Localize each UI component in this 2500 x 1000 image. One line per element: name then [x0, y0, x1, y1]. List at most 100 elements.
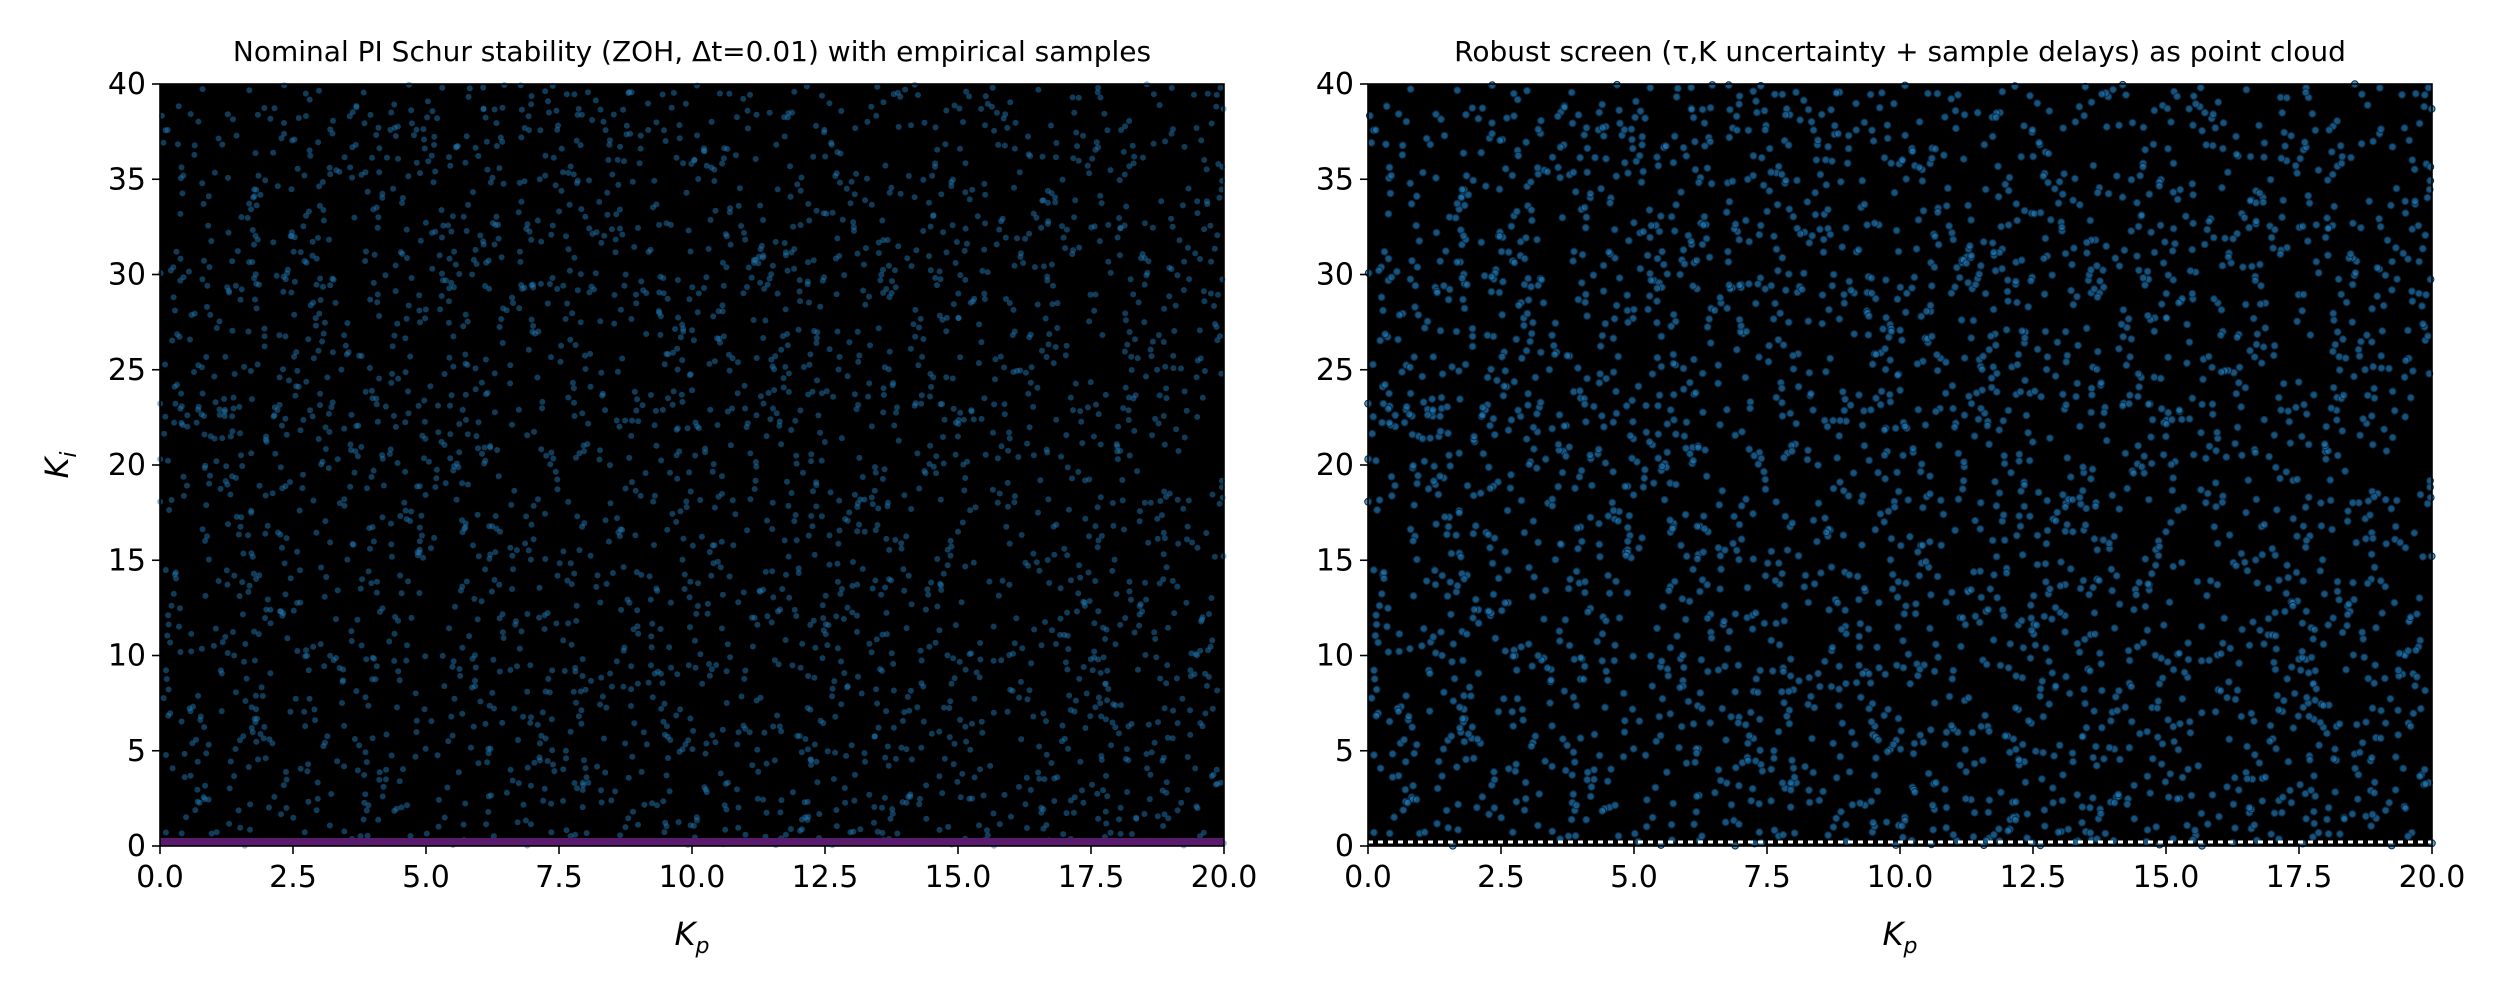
- data-point: [1213, 766, 1220, 773]
- data-point: [1842, 224, 1850, 232]
- data-point: [1553, 112, 1562, 121]
- data-point: [1731, 687, 1740, 696]
- data-point: [717, 770, 724, 777]
- data-point: [1548, 722, 1556, 730]
- data-point: [1188, 650, 1195, 657]
- data-point: [958, 599, 965, 606]
- data-point: [2350, 372, 2358, 381]
- data-point: [1157, 498, 1164, 504]
- data-point: [1627, 125, 1636, 134]
- data-point: [1100, 787, 1107, 794]
- data-point: [2401, 413, 2410, 421]
- data-point: [2370, 563, 2379, 572]
- data-point: [846, 509, 853, 516]
- data-point: [1676, 270, 1684, 279]
- data-point: [435, 429, 442, 436]
- data-point: [1204, 198, 1210, 205]
- data-point: [2337, 159, 2346, 168]
- data-point: [628, 316, 635, 322]
- data-point: [199, 364, 205, 371]
- data-point: [2303, 237, 2312, 246]
- data-point: [1823, 422, 1832, 431]
- data-point: [246, 87, 253, 94]
- data-point: [742, 667, 749, 674]
- data-point: [2139, 638, 2148, 647]
- data-point: [784, 114, 791, 121]
- data-point: [695, 290, 702, 297]
- data-point: [281, 130, 288, 137]
- data-point: [398, 804, 405, 811]
- data-point: [2144, 580, 2153, 588]
- data-point: [2260, 139, 2269, 147]
- data-point: [2357, 223, 2365, 232]
- data-point: [1181, 143, 1188, 150]
- data-point: [806, 361, 813, 368]
- data-point: [283, 776, 290, 783]
- data-point: [884, 743, 891, 750]
- data-point: [660, 275, 667, 281]
- data-point: [653, 201, 660, 208]
- data-point: [326, 822, 333, 829]
- data-point: [947, 537, 954, 544]
- data-point: [276, 332, 283, 339]
- data-point: [1403, 798, 1412, 807]
- data-point: [966, 93, 973, 100]
- data-point: [483, 821, 490, 828]
- data-point: [1218, 186, 1225, 193]
- data-point: [1376, 764, 1385, 773]
- data-point: [1784, 318, 1793, 327]
- data-point: [856, 454, 863, 461]
- data-point: [1865, 312, 1873, 321]
- data-point: [1859, 491, 1867, 500]
- data-point: [982, 122, 988, 129]
- data-point: [652, 407, 659, 414]
- data-point: [917, 647, 924, 654]
- data-point: [1086, 598, 1093, 604]
- data-point: [1163, 493, 1170, 500]
- data-point: [612, 236, 619, 243]
- data-point: [485, 750, 492, 757]
- data-point: [585, 89, 591, 96]
- data-point: [1840, 290, 1848, 299]
- data-point: [628, 432, 635, 439]
- data-point: [2233, 686, 2242, 695]
- data-point: [1977, 261, 1985, 270]
- data-point: [536, 584, 543, 591]
- data-point: [1928, 154, 1936, 163]
- data-point: [779, 586, 786, 592]
- data-point: [558, 342, 565, 349]
- data-point: [1142, 579, 1148, 586]
- data-point: [1025, 562, 1032, 569]
- data-point: [231, 652, 238, 659]
- data-point: [213, 458, 220, 465]
- data-point: [496, 668, 503, 675]
- data-point: [663, 772, 670, 779]
- data-point: [2280, 696, 2288, 705]
- data-point: [242, 641, 249, 647]
- data-point: [1835, 702, 1843, 710]
- data-point: [1484, 463, 1493, 472]
- data-point: [1046, 580, 1053, 586]
- data-point: [225, 229, 232, 236]
- data-point: [2311, 126, 2320, 135]
- data-point: [781, 537, 788, 544]
- data-point: [1524, 296, 1533, 304]
- data-point: [221, 396, 228, 402]
- data-point: [1914, 671, 1922, 680]
- data-point: [187, 336, 193, 343]
- data-point: [255, 756, 261, 763]
- data-point: [957, 716, 964, 723]
- data-point: [1147, 499, 1154, 506]
- data-point: [2091, 630, 2099, 638]
- data-point: [723, 668, 730, 675]
- data-point: [1732, 112, 1741, 121]
- data-point: [2143, 626, 2152, 635]
- data-point: [439, 270, 445, 277]
- data-point: [191, 369, 197, 375]
- data-point: [838, 435, 845, 442]
- data-point: [2231, 439, 2240, 448]
- data-point: [1075, 157, 1082, 164]
- data-point: [738, 693, 745, 700]
- data-point: [1954, 495, 1963, 504]
- data-point: [2098, 723, 2106, 732]
